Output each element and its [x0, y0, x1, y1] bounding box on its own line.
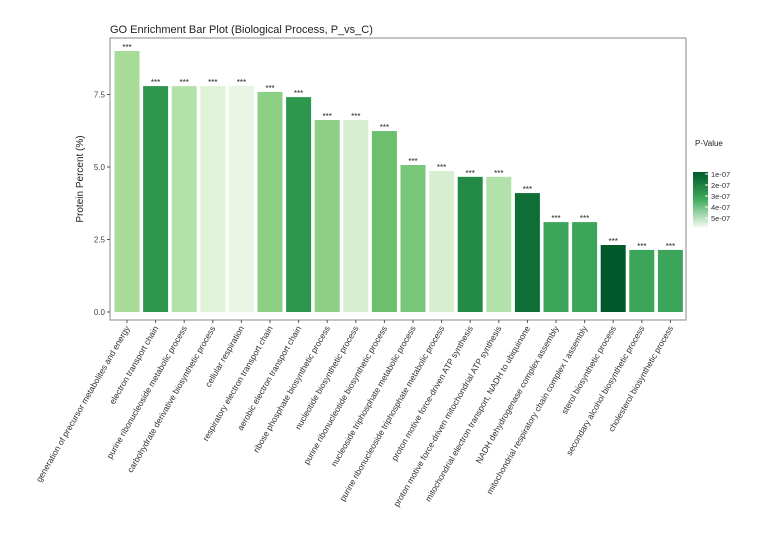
bar	[572, 222, 598, 312]
bar	[343, 120, 369, 313]
bar	[171, 86, 197, 312]
x-tick-label: proton motive force-driven mitochondrial…	[391, 324, 503, 508]
x-tick-label: purine ribonucleoside triphosphate metab…	[337, 324, 446, 503]
bar	[629, 249, 655, 312]
significance-label: ***	[180, 78, 189, 87]
significance-label: ***	[551, 214, 560, 223]
significance-label: ***	[122, 43, 131, 52]
bar	[657, 249, 683, 312]
bar	[429, 171, 455, 312]
significance-label: ***	[580, 214, 589, 223]
y-tick-label: 0.0	[94, 308, 106, 317]
bar	[543, 222, 569, 312]
plot-panel	[109, 37, 687, 321]
legend-colorbar	[693, 172, 708, 227]
legend-label: 2e-07	[711, 181, 730, 190]
bar	[228, 86, 254, 312]
x-tick-label: generation of precursor metabolites and …	[34, 323, 132, 483]
significance-label: ***	[666, 242, 675, 251]
y-tick-label: 7.5	[94, 91, 106, 100]
bar	[143, 86, 169, 312]
significance-label: ***	[437, 163, 446, 172]
significance-label: ***	[380, 123, 389, 132]
bar	[314, 120, 340, 313]
bar	[486, 176, 512, 312]
significance-label: ***	[265, 84, 274, 93]
significance-label: ***	[323, 112, 332, 121]
legend-label: 3e-07	[711, 192, 730, 201]
legend-title: P-Value	[695, 139, 723, 148]
significance-label: ***	[523, 185, 532, 194]
y-axis-label: Protein Percent (%)	[75, 135, 86, 222]
bar	[257, 91, 283, 312]
y-tick-label: 5.0	[94, 163, 106, 172]
chart-title: GO Enrichment Bar Plot (Biological Proce…	[110, 24, 373, 36]
significance-label: ***	[294, 89, 303, 98]
bar	[286, 97, 312, 312]
legend-label: 5e-07	[711, 214, 730, 223]
significance-label: ***	[208, 78, 217, 87]
bar	[371, 131, 397, 312]
x-tick-label: mitochondrial electron transport, NADH t…	[423, 324, 532, 504]
y-tick-label: 2.5	[94, 236, 106, 245]
bar	[114, 51, 140, 312]
significance-label: ***	[637, 242, 646, 251]
legend-label: 1e-07	[711, 170, 730, 179]
significance-label: ***	[237, 78, 246, 87]
bar	[200, 86, 226, 312]
significance-label: ***	[609, 237, 618, 246]
legend-label: 4e-07	[711, 203, 730, 212]
significance-label: ***	[151, 78, 160, 87]
bar	[400, 164, 426, 312]
bar	[600, 245, 626, 312]
bar	[457, 176, 483, 312]
significance-label: ***	[351, 112, 360, 121]
bar	[514, 193, 540, 312]
significance-label: ***	[466, 169, 475, 178]
significance-label: ***	[494, 169, 503, 178]
significance-label: ***	[408, 157, 417, 166]
x-tick-label: sterol biosynthetic process	[559, 324, 618, 416]
